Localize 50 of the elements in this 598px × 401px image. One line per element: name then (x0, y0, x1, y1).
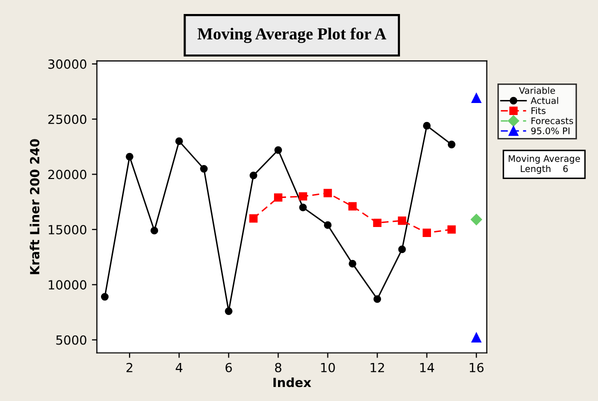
point (447, 225, 456, 234)
point (250, 172, 258, 180)
y-tick-label: 20000 (48, 170, 86, 180)
point (348, 260, 356, 268)
point (200, 164, 208, 173)
point (150, 226, 158, 234)
x-tick-label: 4 (176, 362, 182, 372)
y-tick-label: 15000 (48, 224, 86, 234)
point (472, 332, 482, 343)
point (448, 140, 456, 148)
point (324, 188, 332, 198)
legend-label: Forecasts (532, 117, 574, 124)
x-tick-label: 12 (370, 362, 384, 372)
chart-title: Moving Average Plot for A (198, 28, 386, 43)
point (373, 218, 382, 228)
point (175, 137, 183, 146)
point (100, 292, 109, 301)
point (472, 93, 482, 104)
legend-label: 95.0% PI (531, 127, 570, 134)
point (373, 295, 382, 303)
x-tick-label: 6 (226, 362, 232, 372)
y-axis-title: Kraft Liner 200 240 (30, 139, 40, 274)
legend-label: Actual (530, 97, 558, 104)
text: Moving Average Length 6 (508, 154, 580, 174)
point (348, 202, 357, 210)
y-tick-label: 30000 (48, 59, 86, 69)
point (423, 122, 431, 130)
point (224, 307, 232, 315)
point (470, 214, 482, 226)
point (126, 152, 134, 160)
point (298, 192, 308, 201)
point (324, 221, 332, 229)
point (274, 146, 282, 154)
legend-label: Fits (532, 107, 546, 114)
point (422, 228, 431, 237)
y-tick-label: 5000 (56, 335, 86, 345)
x-tick-label: 10 (321, 362, 335, 372)
point (249, 214, 258, 223)
x-tick-label: 2 (126, 362, 132, 372)
x-axis-title: Index (273, 377, 312, 388)
x-tick-label: 8 (275, 362, 282, 372)
point (274, 193, 282, 202)
point (398, 216, 406, 225)
point (398, 246, 406, 254)
y-tick-label: 25000 (48, 114, 86, 124)
y-tick-label: 10000 (48, 280, 86, 290)
x-tick-label: 14 (420, 362, 434, 372)
point (299, 204, 307, 212)
x-tick-label: 16 (470, 362, 484, 372)
legend-title: Variable (518, 86, 555, 94)
